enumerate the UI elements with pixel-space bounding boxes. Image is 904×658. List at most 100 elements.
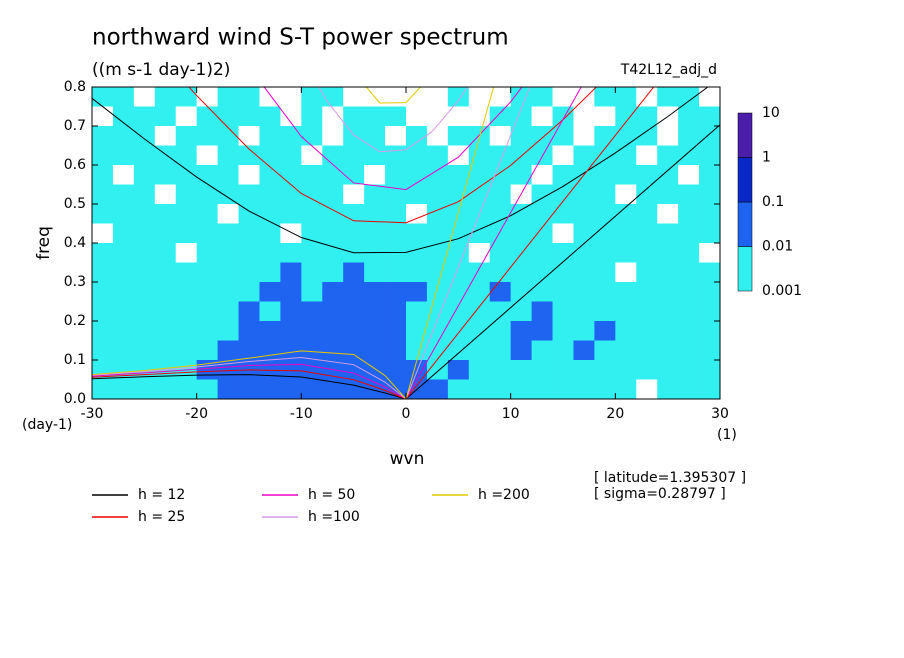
colorbar-label: 1 bbox=[762, 150, 771, 166]
field-cell bbox=[426, 204, 449, 224]
field-cell bbox=[636, 204, 658, 224]
field-cell bbox=[699, 282, 721, 302]
field-cell bbox=[133, 321, 156, 341]
field-cell bbox=[92, 145, 114, 166]
field-cell bbox=[385, 106, 407, 127]
field-cell bbox=[238, 87, 260, 107]
field-cell bbox=[301, 360, 323, 380]
field-cell bbox=[594, 340, 616, 361]
x-tick-label: -30 bbox=[81, 406, 104, 422]
field-cell bbox=[573, 360, 595, 380]
field-cell bbox=[259, 184, 281, 205]
field-layer bbox=[92, 87, 721, 400]
field-cell bbox=[175, 379, 198, 400]
field-cell bbox=[133, 106, 156, 127]
field-cell bbox=[699, 340, 721, 361]
field-cell bbox=[531, 301, 553, 322]
field-cell bbox=[489, 223, 512, 244]
field-cell bbox=[301, 106, 323, 127]
field-cell bbox=[678, 379, 700, 400]
field-cell bbox=[301, 321, 323, 341]
field-cell bbox=[343, 165, 365, 185]
run-label: T42L12_adj_d bbox=[620, 62, 717, 78]
y-axis-label: freq bbox=[34, 226, 54, 260]
field-cell bbox=[364, 262, 386, 283]
field-cell bbox=[615, 243, 637, 263]
field-cell bbox=[364, 223, 386, 244]
field-cell bbox=[426, 379, 449, 400]
field-cell bbox=[154, 184, 177, 205]
field-cell bbox=[112, 340, 135, 361]
field-cell bbox=[343, 145, 365, 166]
field-cell bbox=[552, 204, 574, 224]
field-cell bbox=[196, 204, 218, 224]
colorbar-segment bbox=[737, 112, 753, 158]
field-cell bbox=[426, 184, 449, 205]
field-cell bbox=[238, 204, 260, 224]
field-cell bbox=[259, 223, 281, 244]
field-cell bbox=[426, 321, 449, 341]
field-cell bbox=[594, 360, 616, 380]
x-unit: (1) bbox=[717, 427, 737, 443]
field-cell bbox=[196, 126, 218, 146]
field-cell bbox=[406, 360, 428, 380]
field-cell bbox=[531, 165, 553, 185]
field-cell bbox=[112, 204, 135, 224]
field-cell bbox=[301, 379, 323, 400]
field-cell bbox=[573, 243, 595, 263]
field-cell bbox=[636, 184, 658, 205]
field-cell bbox=[238, 379, 260, 400]
field-cell bbox=[678, 223, 700, 244]
field-cell bbox=[92, 184, 114, 205]
axes-layer: h = 12 h = 25 h = 50 h =100 h =200 -30 -20 -10 0… bbox=[64, 79, 802, 525]
field-cell bbox=[343, 223, 365, 244]
field-cell bbox=[531, 106, 553, 127]
field-cell bbox=[468, 262, 491, 283]
field-cell bbox=[385, 321, 407, 341]
field-cell bbox=[175, 106, 198, 127]
field-cell bbox=[133, 126, 156, 146]
field-cell bbox=[92, 223, 114, 244]
field-cell bbox=[196, 87, 218, 107]
field-cell bbox=[259, 282, 281, 302]
dispersion-curve bbox=[92, 374, 407, 399]
field-cell bbox=[238, 165, 260, 185]
field-cell bbox=[678, 301, 700, 322]
field-cell bbox=[385, 87, 407, 107]
field-cell bbox=[154, 301, 177, 322]
field-cell bbox=[154, 223, 177, 244]
field-cell bbox=[406, 243, 428, 263]
field-cell bbox=[301, 145, 323, 166]
field-cell bbox=[385, 301, 407, 322]
field-cell bbox=[364, 126, 386, 146]
field-cell bbox=[636, 340, 658, 361]
field-cell bbox=[343, 204, 365, 224]
field-cell bbox=[385, 204, 407, 224]
field-cell bbox=[259, 106, 281, 127]
field-cell bbox=[657, 321, 679, 341]
colorbar-label: 0.01 bbox=[762, 239, 793, 255]
field-cell bbox=[92, 301, 114, 322]
field-cell bbox=[678, 87, 700, 107]
field-cell bbox=[594, 243, 616, 263]
field-cell bbox=[154, 262, 177, 283]
field-cell bbox=[92, 204, 114, 224]
field-cell bbox=[552, 126, 574, 146]
field-cell bbox=[447, 165, 470, 185]
field-cell bbox=[552, 106, 574, 127]
field-cell bbox=[92, 282, 114, 302]
field-cell bbox=[112, 126, 135, 146]
field-cell bbox=[259, 204, 281, 224]
dispersion-curve bbox=[365, 87, 422, 104]
field-cell bbox=[217, 340, 239, 361]
field-cell bbox=[238, 126, 260, 146]
field-cell bbox=[175, 126, 198, 146]
field-cell bbox=[699, 262, 721, 283]
field-cell bbox=[196, 379, 218, 400]
field-cell bbox=[154, 126, 177, 146]
field-cell bbox=[364, 340, 386, 361]
legend-label: h =100 bbox=[308, 509, 360, 525]
field-cell bbox=[322, 243, 344, 263]
field-cell bbox=[217, 223, 239, 244]
